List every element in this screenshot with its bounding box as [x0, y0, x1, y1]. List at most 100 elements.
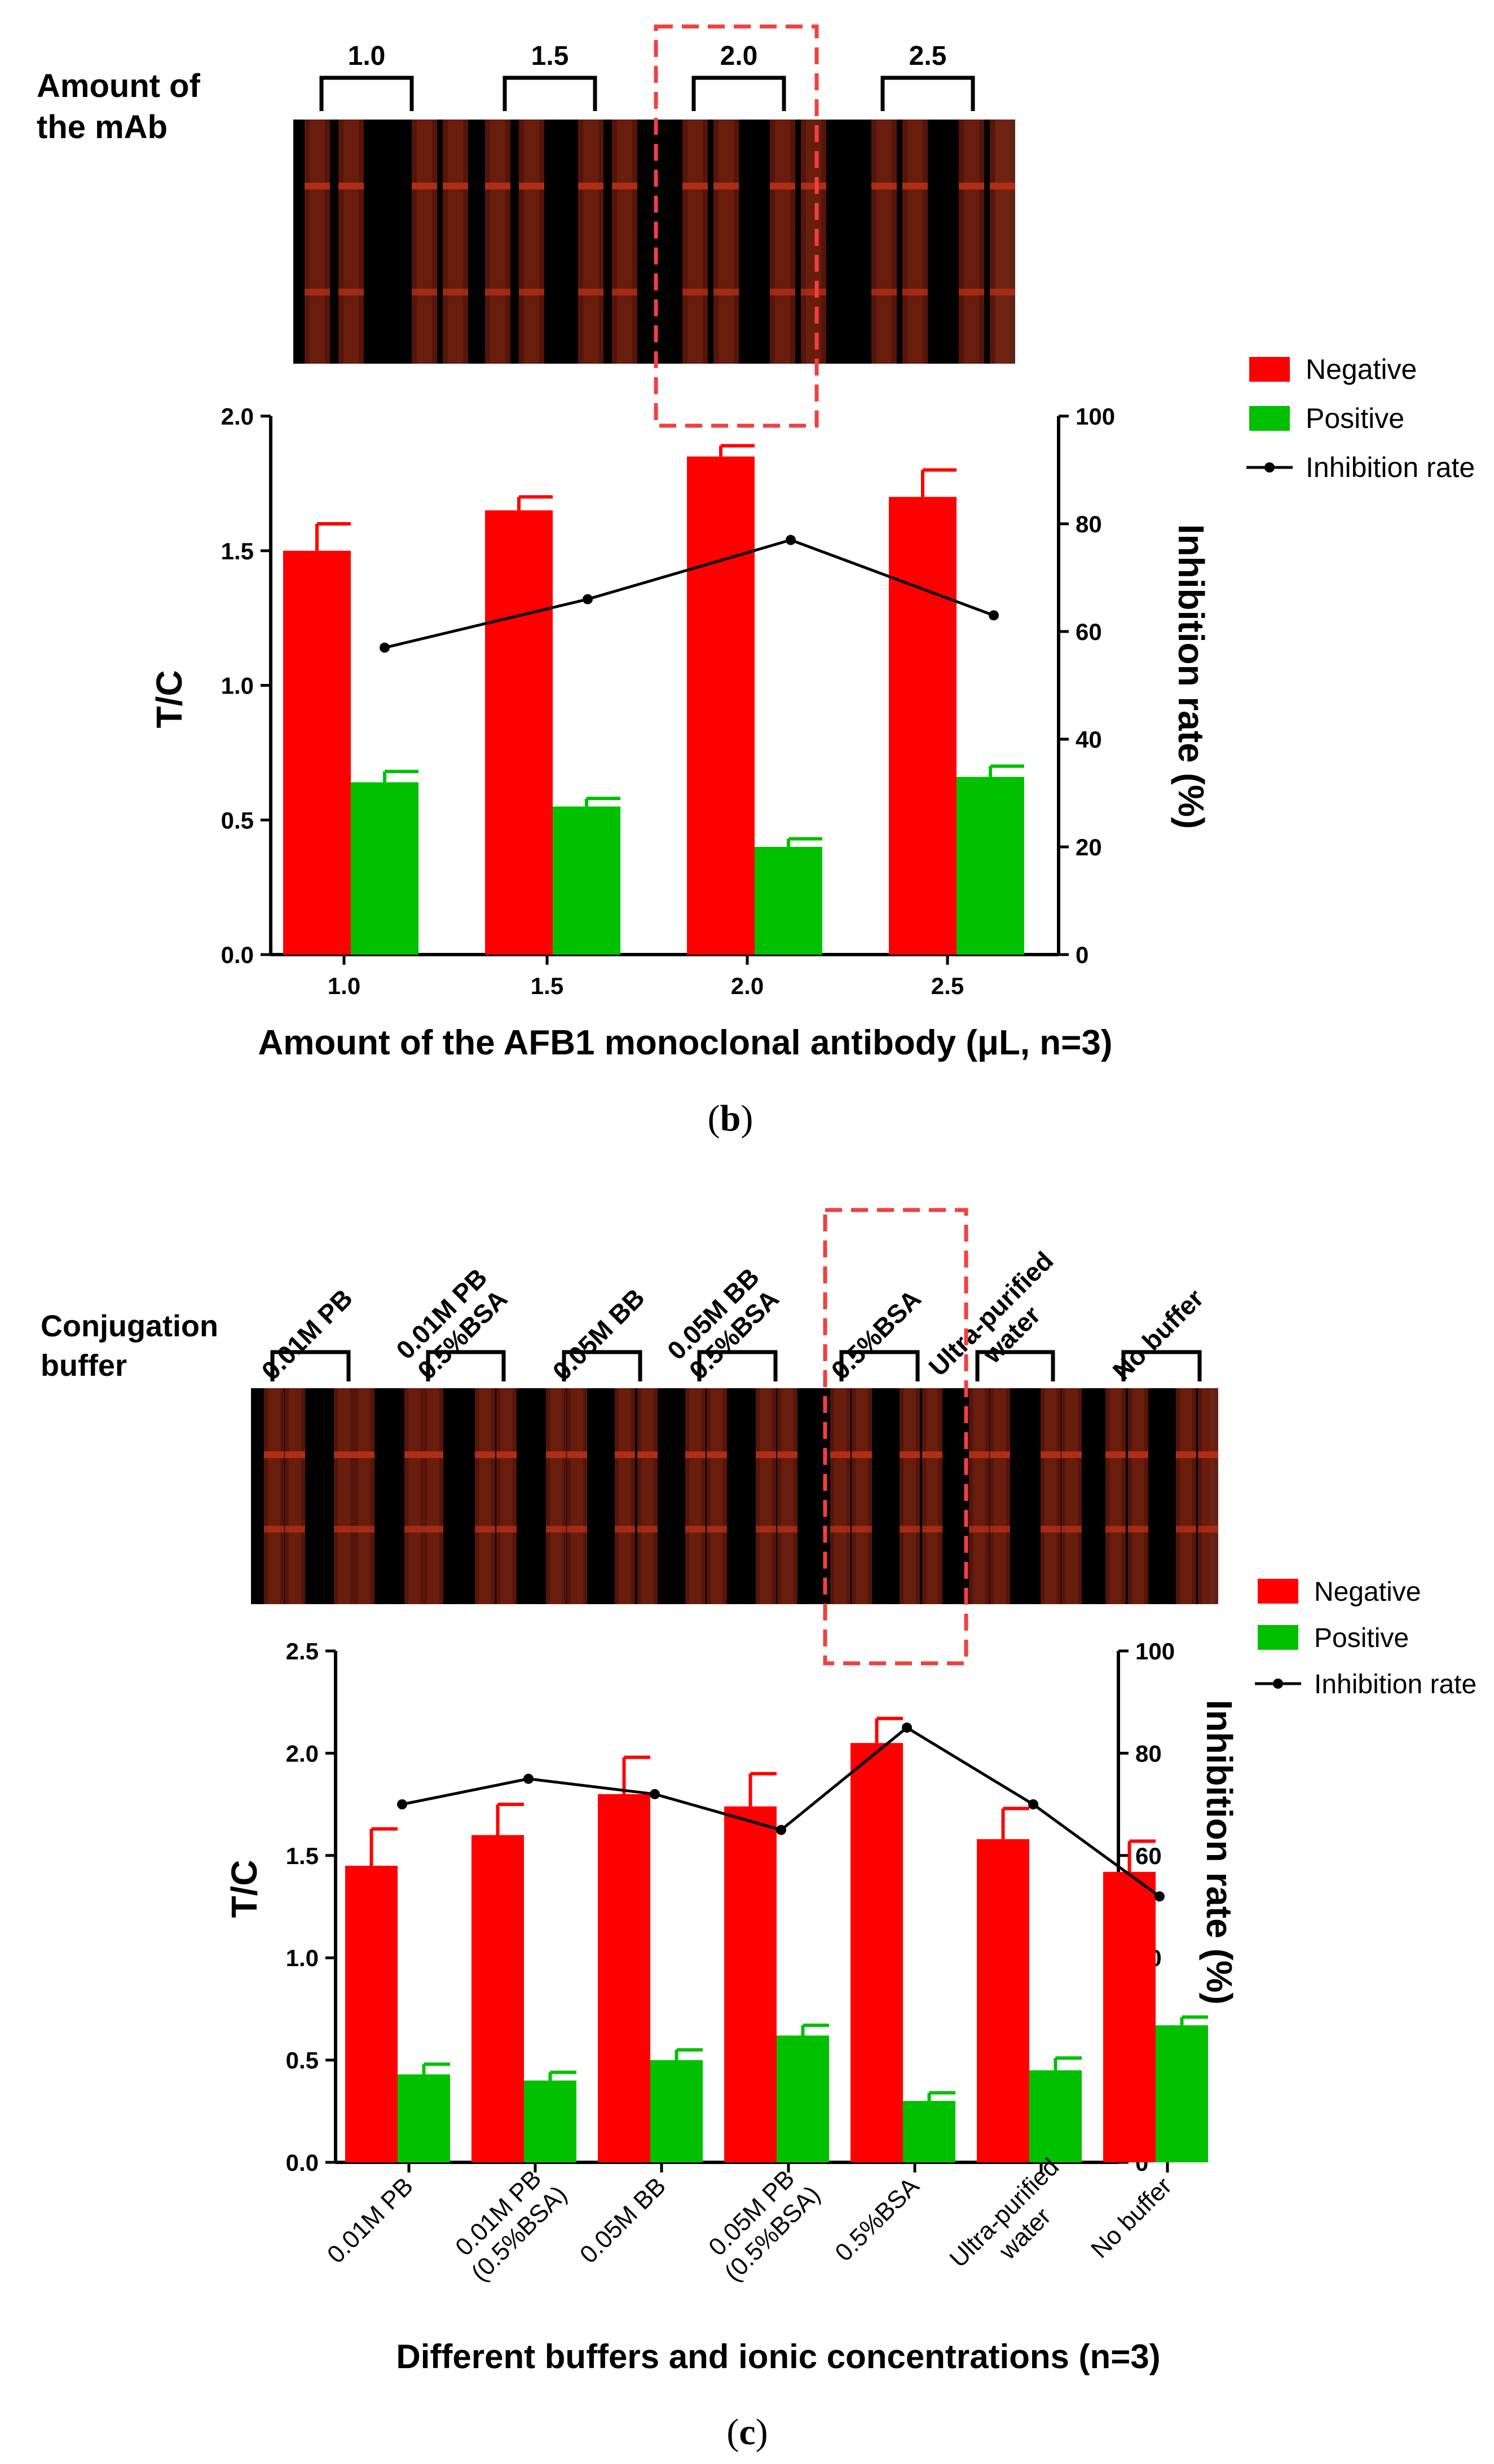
- strip-band: [354, 1451, 374, 1458]
- legend-label: Inhibition rate: [1314, 1670, 1477, 1699]
- bar-negative: [471, 1835, 524, 2162]
- panel-c: Conjugation buffer 0.01M PB 0.01M PB0.5%B…: [41, 1208, 1477, 2453]
- y2-axis-label: Inhibition rate (%): [1199, 1700, 1240, 2004]
- strip-lane-core: [550, 1388, 562, 1604]
- strip-band: [612, 183, 637, 189]
- bar-positive: [1029, 2070, 1082, 2162]
- bar-negative: [977, 1839, 1029, 2162]
- strip-band: [707, 1451, 727, 1458]
- strip-band: [777, 1526, 797, 1533]
- y2-tick-label: 100: [1076, 403, 1115, 430]
- x-tick-label: 1.0: [328, 973, 360, 999]
- strip-band: [338, 183, 364, 189]
- y-axis-label: T/C: [224, 1860, 265, 1918]
- strip-band: [852, 1451, 872, 1458]
- strip-band: [475, 1451, 495, 1458]
- test-strip-image: [293, 120, 1015, 364]
- strip-lane-core: [1202, 1388, 1214, 1604]
- strip-lane-core: [687, 120, 703, 364]
- bar-positive: [903, 2101, 955, 2162]
- strip-lane-core: [408, 1388, 421, 1604]
- strip-bracket: [880, 76, 975, 111]
- y2-tick-label: 80: [1135, 1740, 1162, 1767]
- strip-lane-core: [619, 1388, 631, 1604]
- strip-label: 0.01M PB0.5%BSA: [390, 1262, 513, 1385]
- strip-band: [412, 183, 437, 189]
- y-tick-label: 2.0: [286, 1740, 319, 1767]
- y-tick-label: 1.0: [221, 673, 254, 699]
- bar-negative: [1103, 1871, 1156, 2162]
- strip-lane-core: [310, 120, 325, 364]
- strip-band: [578, 183, 603, 189]
- strip-lane-core: [338, 1388, 350, 1604]
- strip-band: [338, 289, 364, 295]
- strip-brackets: 1.0 1.5 2.0 2.5: [319, 41, 975, 111]
- strip-band: [1198, 1451, 1218, 1458]
- strip-band: [900, 1451, 920, 1458]
- strip-lane-core: [571, 1388, 583, 1604]
- bar-negative: [687, 456, 755, 955]
- strip-lane-core: [343, 120, 359, 364]
- strip-band: [770, 183, 795, 189]
- y-tick-label: 0.0: [286, 2149, 319, 2176]
- strip-title-line2: the mAb: [37, 109, 168, 145]
- strip-band: [713, 183, 739, 189]
- legend-label: Negative: [1306, 354, 1417, 385]
- strip-bracket: [691, 76, 786, 111]
- bar-positive: [1156, 2025, 1208, 2162]
- highlight-box: [823, 1208, 968, 1666]
- inhibition-point: [583, 594, 593, 604]
- plot-area: 0.0 0.5 1.0 1.5 2.0 0 20 40 60 80 100 1.0 1.5 2.0 2.5: [221, 403, 1115, 999]
- strip-lane-core: [760, 1388, 772, 1604]
- strip-band: [756, 1526, 776, 1533]
- strip-band: [801, 183, 826, 189]
- strip-band: [1176, 1451, 1196, 1458]
- strip-lane-core: [1109, 1388, 1122, 1604]
- strip-band: [990, 289, 1015, 295]
- inhibition-point: [380, 642, 390, 653]
- strip-band: [412, 289, 437, 295]
- strip-label: 1.0: [348, 41, 386, 71]
- strip-title-line1: Amount of: [37, 68, 201, 104]
- inhibition-point: [989, 610, 999, 621]
- inhibition-point: [397, 1799, 407, 1810]
- legend-label: Positive: [1314, 1623, 1409, 1653]
- legend-swatch-positive: [1249, 406, 1290, 431]
- strip-lane-core: [268, 1388, 280, 1604]
- svg-text:(b): (b): [708, 1098, 753, 1139]
- strip-title-line2: buffer: [41, 1349, 127, 1383]
- strip-brackets: 0.01M PB 0.01M PB0.5%BSA 0.05M BB 0.05M BB0…: [255, 1246, 1209, 1386]
- legend-label: Positive: [1306, 403, 1404, 434]
- strip-label: 2.5: [909, 41, 947, 71]
- strip-bracket: [839, 1350, 920, 1381]
- strip-band: [830, 1526, 850, 1533]
- y2-tick-label: 60: [1135, 1843, 1162, 1869]
- strip-band: [1061, 1526, 1082, 1533]
- strip-lane-core: [617, 120, 632, 364]
- strip-band: [334, 1526, 354, 1533]
- strip-band: [423, 1451, 443, 1458]
- strip-band: [285, 1451, 305, 1458]
- strip-lane-core: [856, 1388, 868, 1604]
- strip-band: [1105, 1451, 1126, 1458]
- bar-negative: [850, 1743, 903, 2162]
- legend-swatch-positive: [1258, 1625, 1298, 1650]
- y2-tick-label: 60: [1076, 619, 1102, 645]
- legend-swatch-point: [1273, 1679, 1283, 1689]
- strip-bracket: [562, 1350, 642, 1381]
- strip-band: [756, 1451, 776, 1458]
- strip-lane-core: [448, 120, 463, 364]
- strip-title-line1: Conjugation: [41, 1309, 218, 1343]
- strip-band: [801, 289, 826, 295]
- strip-lane-core: [995, 120, 1010, 364]
- test-strip-image: [251, 1388, 1218, 1604]
- y2-axis-label: Inhibition rate (%): [1171, 524, 1211, 829]
- strip-band: [990, 1451, 1010, 1458]
- strip-band: [830, 1451, 850, 1458]
- strip-band: [546, 1451, 566, 1458]
- strip-lane-core: [689, 1388, 702, 1604]
- strip-band: [969, 1526, 989, 1533]
- strip-bracket: [319, 76, 414, 111]
- strip-band: [990, 1526, 1010, 1533]
- y-tick-label: 1.0: [286, 1945, 319, 1971]
